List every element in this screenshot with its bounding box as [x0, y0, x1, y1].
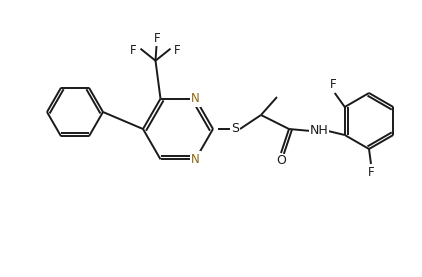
Text: F: F: [130, 44, 137, 57]
Text: F: F: [154, 32, 161, 45]
Text: NH: NH: [310, 124, 328, 137]
Text: F: F: [330, 78, 336, 91]
Text: N: N: [191, 153, 200, 166]
Text: S: S: [231, 122, 239, 135]
Text: F: F: [174, 44, 181, 57]
Text: N: N: [191, 92, 200, 105]
Text: F: F: [368, 165, 374, 178]
Text: O: O: [276, 155, 286, 168]
